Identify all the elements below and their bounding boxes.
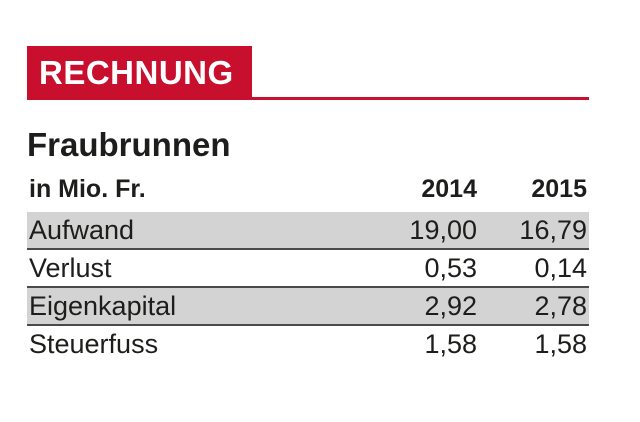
header-rule [27,97,589,100]
row-value-2014: 19,00 [409,215,477,245]
unit-label: in Mio. Fr. [29,175,146,203]
row-label: Aufwand [29,215,135,245]
row-label: Steuerfuss [29,329,159,359]
table-body: Aufwand 19,00 16,79 Verlust 0,53 0,14 Ei… [27,212,589,362]
infobox-title: Fraubrunnen [27,126,231,163]
row-value-2015: 0,14 [534,253,587,283]
row-value-2015: 2,78 [534,291,587,321]
row-value-2015: 1,58 [534,329,587,359]
row-label: Eigenkapital [29,291,177,321]
row-value-2014: 0,53 [424,253,477,283]
column-header-2014: 2014 [421,175,477,203]
finance-infobox: RECHNUNG Fraubrunnen in Mio. Fr. 2014 20… [27,46,589,362]
section-header: RECHNUNG [27,46,589,100]
row-value-2014: 1,58 [424,329,477,359]
section-badge: RECHNUNG [27,46,252,100]
table-row: Steuerfuss 1,58 1,58 [27,326,589,362]
column-header-2015: 2015 [531,175,587,203]
row-value-2015: 16,79 [519,215,587,245]
table-row: Aufwand 19,00 16,79 [27,212,589,250]
row-label: Verlust [29,253,112,283]
table-header: in Mio. Fr. 2014 2015 [27,170,589,208]
row-value-2014: 2,92 [424,291,477,321]
table-row: Eigenkapital 2,92 2,78 [27,288,589,326]
table-row: Verlust 0,53 0,14 [27,250,589,288]
